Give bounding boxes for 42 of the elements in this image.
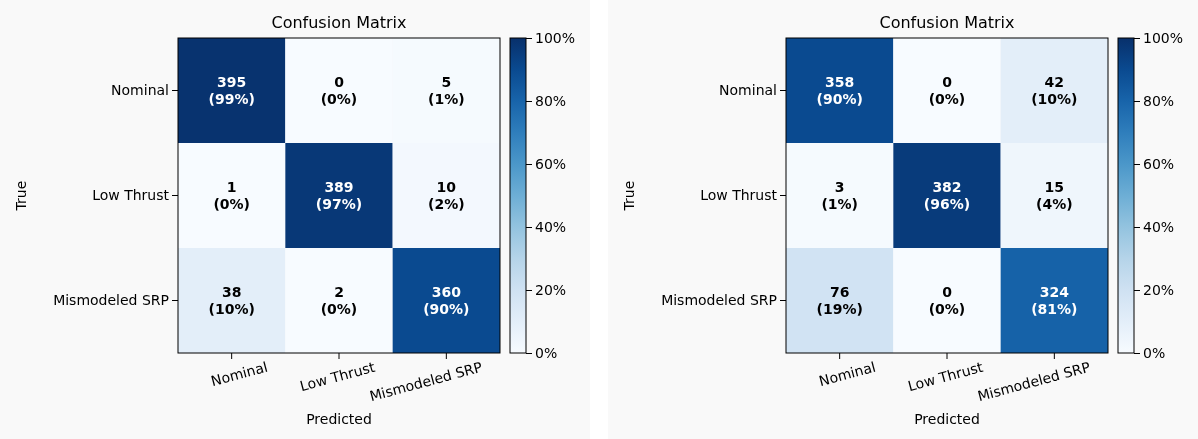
data-label: 42 (10%) xyxy=(1031,74,1078,107)
color-bar-label: 0% xyxy=(1143,344,1166,361)
color-bar-label: 100% xyxy=(535,29,576,46)
data-label: 0 (0%) xyxy=(928,74,966,107)
data-label: 358 (90%) xyxy=(816,74,863,107)
data-label: 0 (0%) xyxy=(928,284,966,317)
data-label: 76 (19%) xyxy=(816,284,863,317)
data-label: 389 (97%) xyxy=(315,179,363,212)
data-label: 0 (0%) xyxy=(320,74,358,107)
color-bar-label: 40% xyxy=(535,218,567,235)
data-label: 10 (2%) xyxy=(428,179,465,212)
y-tick-label: Nominal xyxy=(111,81,169,98)
color-bar-label: 60% xyxy=(1143,155,1175,172)
data-label: 324 (81%) xyxy=(1031,284,1078,317)
data-label: 2 (0%) xyxy=(320,284,358,317)
y-tick-label: Mismodeled SRP xyxy=(661,291,777,308)
y-tick-label: Mismodeled SRP xyxy=(53,291,169,308)
data-label: 38 (10%) xyxy=(208,284,255,317)
y-tick-label: Low Thrust xyxy=(92,186,170,203)
data-label: 382 (96%) xyxy=(923,179,971,212)
color-bar-label: 40% xyxy=(1143,218,1175,235)
color-bar-label: 0% xyxy=(535,344,558,361)
data-label: 3 (1%) xyxy=(821,179,858,212)
data-label: 360 (90%) xyxy=(423,284,470,317)
chart-title: Confusion Matrix xyxy=(271,13,407,32)
y-tick-label: Low Thrust xyxy=(700,186,778,203)
y-tick-label: Nominal xyxy=(719,81,777,98)
x-axis-title: Predicted xyxy=(914,411,980,427)
color-bar-label: 60% xyxy=(535,155,567,172)
chart-title: Confusion Matrix xyxy=(879,13,1015,32)
data-label: 15 (4%) xyxy=(1036,179,1073,212)
color-bar-label: 20% xyxy=(1143,281,1175,298)
data-label: 5 (1%) xyxy=(428,74,465,107)
color-bar-label: 80% xyxy=(535,92,567,109)
color-bar-label: 100% xyxy=(1143,29,1184,46)
data-label: 395 (99%) xyxy=(208,74,255,107)
color-bar-label: 80% xyxy=(1143,92,1175,109)
x-axis-title: Predicted xyxy=(306,411,372,427)
color-bar-label: 20% xyxy=(535,281,567,298)
y-axis-title: True xyxy=(13,180,29,212)
y-axis-title: True xyxy=(621,180,637,212)
data-label: 1 (0%) xyxy=(213,179,250,212)
